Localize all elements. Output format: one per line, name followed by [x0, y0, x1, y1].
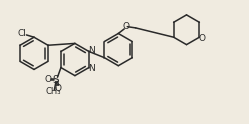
Text: O: O — [44, 76, 52, 84]
Text: O: O — [54, 84, 61, 93]
Text: S: S — [53, 75, 59, 85]
Text: O: O — [199, 34, 206, 43]
Text: N: N — [89, 46, 95, 55]
Text: CH₃: CH₃ — [46, 87, 62, 96]
Text: N: N — [89, 64, 95, 73]
Text: O: O — [122, 22, 129, 31]
Text: Cl: Cl — [18, 29, 26, 38]
